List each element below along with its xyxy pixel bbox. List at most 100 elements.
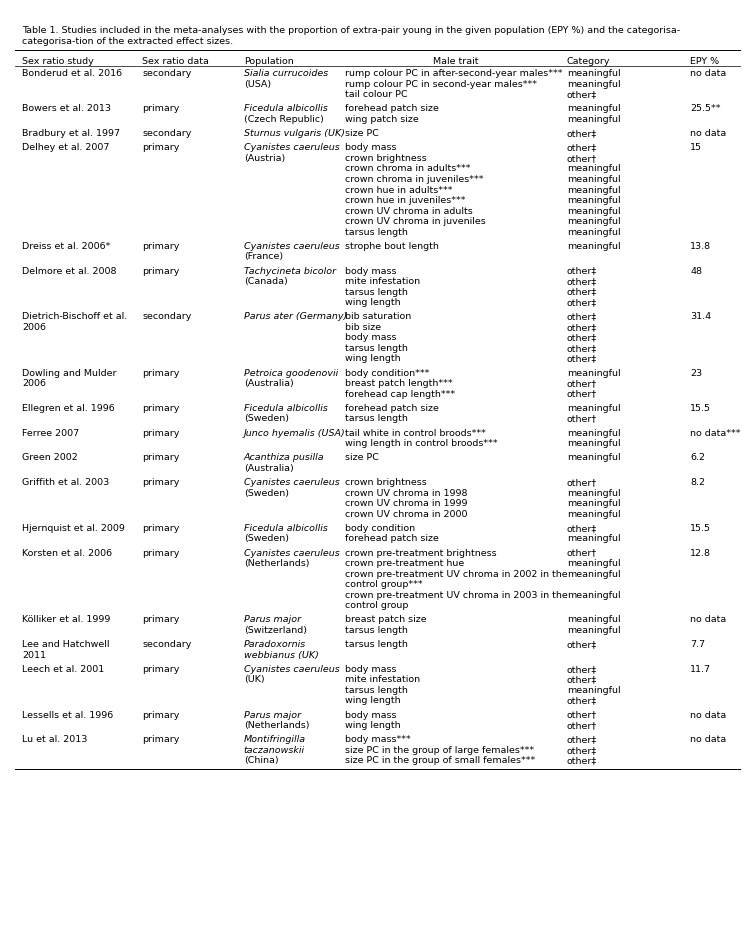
- Text: primary: primary: [142, 548, 179, 558]
- Text: 2006: 2006: [23, 379, 46, 388]
- Text: wing length: wing length: [345, 355, 401, 363]
- Text: meaningful: meaningful: [567, 196, 621, 205]
- Text: primary: primary: [142, 266, 179, 276]
- Text: Delhey et al. 2007: Delhey et al. 2007: [23, 143, 110, 152]
- Text: bib size: bib size: [345, 323, 382, 332]
- Text: Population: Population: [243, 58, 293, 66]
- Text: 7.7: 7.7: [690, 640, 705, 649]
- Text: Bonderud et al. 2016: Bonderud et al. 2016: [23, 69, 122, 78]
- Text: primary: primary: [142, 711, 179, 719]
- Text: crown pre-treatment UV chroma in 2003 in the: crown pre-treatment UV chroma in 2003 in…: [345, 591, 568, 599]
- Text: no data: no data: [690, 711, 727, 719]
- Text: (Australia): (Australia): [243, 464, 293, 473]
- Text: wing length: wing length: [345, 721, 401, 731]
- Text: primary: primary: [142, 105, 179, 113]
- Text: secondary: secondary: [142, 640, 191, 649]
- Text: other‡: other‡: [567, 756, 597, 766]
- Text: primary: primary: [142, 369, 179, 378]
- Text: meaningful: meaningful: [567, 175, 621, 184]
- Text: Table 1. Studies included in the meta-analyses with the proportion of extra-pair: Table 1. Studies included in the meta-an…: [23, 26, 680, 35]
- Text: bib saturation: bib saturation: [345, 312, 411, 321]
- Text: Cyanistes caeruleus: Cyanistes caeruleus: [243, 478, 339, 487]
- Text: (Sweden): (Sweden): [243, 534, 289, 544]
- Text: 15.5: 15.5: [690, 404, 711, 413]
- Text: meaningful: meaningful: [567, 217, 621, 227]
- Text: Cyanistes caeruleus: Cyanistes caeruleus: [243, 143, 339, 152]
- Text: crown pre-treatment UV chroma in 2002 in the: crown pre-treatment UV chroma in 2002 in…: [345, 569, 568, 579]
- Text: no data: no data: [690, 69, 727, 78]
- Text: crown pre-treatment hue: crown pre-treatment hue: [345, 559, 465, 568]
- Text: Cyanistes caeruleus: Cyanistes caeruleus: [243, 665, 339, 674]
- Text: (Canada): (Canada): [243, 278, 287, 286]
- Text: primary: primary: [142, 524, 179, 532]
- Text: Parus ater (Germany): Parus ater (Germany): [243, 312, 347, 321]
- Text: Category: Category: [567, 58, 610, 66]
- Text: 6.2: 6.2: [690, 453, 705, 463]
- Text: Korsten et al. 2006: Korsten et al. 2006: [23, 548, 113, 558]
- Text: meaningful: meaningful: [567, 164, 621, 174]
- Text: body mass: body mass: [345, 333, 397, 343]
- Text: other‡: other‡: [567, 278, 597, 286]
- Text: 11.7: 11.7: [690, 665, 711, 674]
- Text: webbianus (UK): webbianus (UK): [243, 650, 318, 660]
- Text: 25.5**: 25.5**: [690, 105, 720, 113]
- Text: Tachycineta bicolor: Tachycineta bicolor: [243, 266, 336, 276]
- Text: (Czech Republic): (Czech Republic): [243, 115, 324, 124]
- Text: other†: other†: [567, 390, 597, 398]
- Text: tarsus length: tarsus length: [345, 228, 408, 237]
- Text: other‡: other‡: [567, 266, 597, 276]
- Text: meaningful: meaningful: [567, 105, 621, 113]
- Text: mite infestation: mite infestation: [345, 675, 420, 684]
- Text: (UK): (UK): [243, 675, 265, 684]
- Text: (Austria): (Austria): [243, 154, 285, 163]
- Text: other‡: other‡: [567, 675, 597, 684]
- Text: Dietrich-Bischoff et al.: Dietrich-Bischoff et al.: [23, 312, 128, 321]
- Text: crown hue in juveniles***: crown hue in juveniles***: [345, 196, 466, 205]
- Text: meaningful: meaningful: [567, 615, 621, 624]
- Text: no data***: no data***: [690, 429, 741, 438]
- Text: primary: primary: [142, 429, 179, 438]
- Text: other‡: other‡: [567, 746, 597, 755]
- Text: other‡: other‡: [567, 355, 597, 363]
- Text: crown brightness: crown brightness: [345, 478, 427, 487]
- Text: EPY %: EPY %: [690, 58, 719, 66]
- Text: body condition: body condition: [345, 524, 416, 532]
- Text: no data: no data: [690, 615, 727, 624]
- Text: crown UV chroma in juveniles: crown UV chroma in juveniles: [345, 217, 486, 227]
- Text: primary: primary: [142, 143, 179, 152]
- Text: meaningful: meaningful: [567, 569, 621, 579]
- Text: strophe bout length: strophe bout length: [345, 242, 439, 251]
- Text: crown brightness: crown brightness: [345, 154, 427, 163]
- Text: body mass: body mass: [345, 143, 397, 152]
- Text: crown chroma in juveniles***: crown chroma in juveniles***: [345, 175, 484, 184]
- Text: crown UV chroma in 1999: crown UV chroma in 1999: [345, 499, 468, 508]
- Text: Hjernquist et al. 2009: Hjernquist et al. 2009: [23, 524, 125, 532]
- Text: Lessells et al. 1996: Lessells et al. 1996: [23, 711, 113, 719]
- Text: Petroica goodenovii: Petroica goodenovii: [243, 369, 338, 378]
- Text: other‡: other‡: [567, 312, 597, 321]
- Text: 8.2: 8.2: [690, 478, 705, 487]
- Text: crown pre-treatment brightness: crown pre-treatment brightness: [345, 548, 497, 558]
- Text: (Netherlands): (Netherlands): [243, 721, 309, 731]
- Text: crown hue in adults***: crown hue in adults***: [345, 186, 453, 194]
- Text: breast patch size: breast patch size: [345, 615, 427, 624]
- Text: Griffith et al. 2003: Griffith et al. 2003: [23, 478, 110, 487]
- Text: primary: primary: [142, 478, 179, 487]
- Text: other‡: other‡: [567, 665, 597, 674]
- Text: Male trait: Male trait: [433, 58, 479, 66]
- Text: Junco hyemalis (USA): Junco hyemalis (USA): [243, 429, 345, 438]
- Text: other‡: other‡: [567, 697, 597, 705]
- Text: other‡: other‡: [567, 288, 597, 296]
- Text: Leech et al. 2001: Leech et al. 2001: [23, 665, 104, 674]
- Text: control group***: control group***: [345, 581, 423, 589]
- Text: meaningful: meaningful: [567, 69, 621, 78]
- Text: (China): (China): [243, 756, 278, 766]
- Text: forehead patch size: forehead patch size: [345, 404, 439, 413]
- Text: rump colour PC in after-second-year males***: rump colour PC in after-second-year male…: [345, 69, 562, 78]
- Text: secondary: secondary: [142, 69, 191, 78]
- Text: meaningful: meaningful: [567, 591, 621, 599]
- Text: (Sweden): (Sweden): [243, 489, 289, 497]
- Text: meaningful: meaningful: [567, 429, 621, 438]
- Text: body mass***: body mass***: [345, 735, 411, 745]
- Text: primary: primary: [142, 404, 179, 413]
